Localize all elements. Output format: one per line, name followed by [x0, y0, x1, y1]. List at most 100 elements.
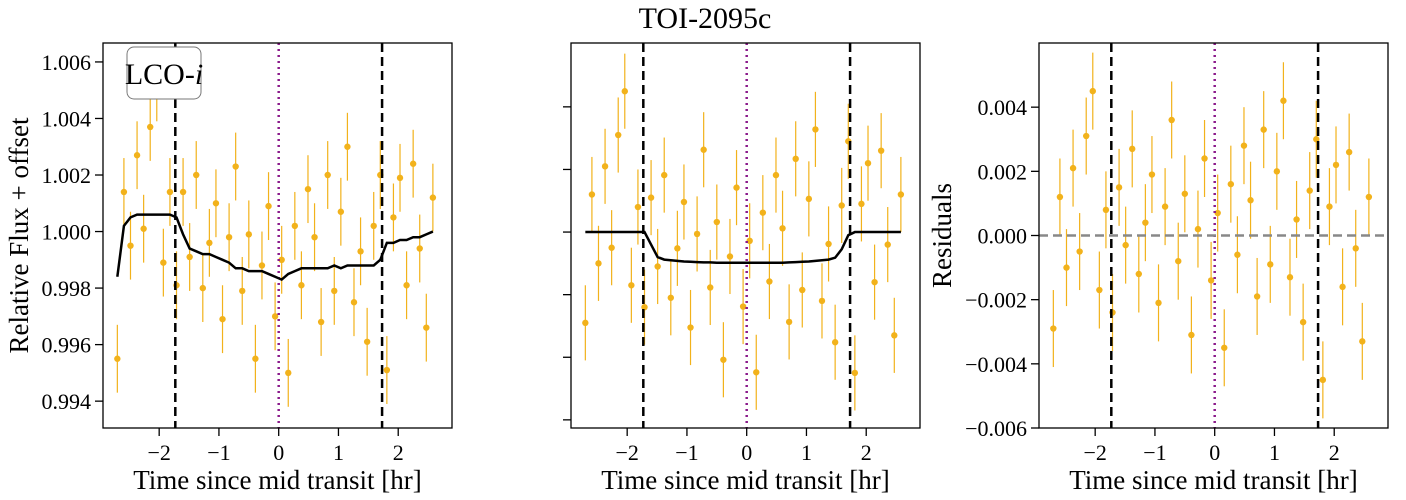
data-point [285, 369, 292, 377]
data-point [304, 185, 312, 193]
data-point [357, 248, 364, 255]
data-point [409, 160, 417, 167]
data-point [891, 332, 898, 339]
data-point [680, 198, 688, 206]
data-point [871, 278, 878, 286]
y-tick-label: 0.996 [42, 333, 92, 358]
data-point [720, 356, 727, 363]
data-point [1102, 206, 1110, 214]
data-point [1326, 203, 1333, 210]
data-point [864, 159, 872, 167]
data-point [147, 123, 154, 131]
data-point [647, 194, 655, 201]
x-tick-label: −2 [615, 440, 638, 465]
data-point [1161, 203, 1169, 210]
data-point [799, 286, 806, 294]
data-point [1313, 136, 1320, 143]
data-point [1194, 225, 1202, 233]
x-tick-label: −2 [1083, 440, 1106, 465]
data-point [114, 355, 121, 362]
data-point [608, 244, 615, 251]
data-point [1319, 376, 1327, 384]
data-point [1234, 251, 1241, 258]
y-tick-label: −0.006 [965, 416, 1027, 441]
data-point [766, 278, 773, 285]
data-point [1359, 338, 1366, 345]
data-point [160, 259, 167, 266]
data-point [258, 262, 266, 269]
data-point [1365, 193, 1373, 201]
plot-frame [102, 42, 453, 429]
data-point [344, 143, 351, 150]
data-point [1214, 209, 1221, 217]
x-tick-label: −1 [1143, 440, 1166, 465]
data-point [350, 299, 358, 306]
data-point [429, 194, 437, 201]
data-point [726, 253, 734, 260]
data-point [1122, 241, 1129, 249]
data-point [1135, 270, 1142, 278]
data-point [759, 209, 767, 216]
data-point [239, 287, 246, 295]
data-point [1221, 344, 1228, 351]
x-tick-label: −1 [207, 440, 230, 465]
data-point [1352, 245, 1359, 252]
data-point [252, 355, 259, 362]
data-point [1148, 171, 1156, 178]
data-point [396, 174, 404, 182]
x-tick-label: 0 [741, 440, 752, 465]
data-point [1115, 184, 1123, 191]
data-point [193, 171, 200, 179]
data-point [588, 191, 596, 198]
data-point [785, 318, 793, 326]
y-tick-label: 0.000 [978, 224, 1028, 249]
data-point [858, 200, 865, 208]
data-point [133, 152, 141, 159]
data-point [1260, 126, 1267, 133]
annotation-text: LCO- [125, 58, 195, 91]
data-point [1076, 248, 1083, 255]
data-point [772, 171, 780, 179]
data-point [337, 208, 345, 215]
data-point [693, 230, 701, 238]
y-tick-label: 1.006 [42, 50, 92, 75]
data-point [1293, 216, 1300, 223]
data-point [1280, 97, 1287, 104]
y-tick-label: 0.994 [42, 389, 92, 414]
data-point [818, 297, 826, 305]
data-point [403, 282, 410, 289]
x-axis-label: Time since mid transit [hr] [1069, 465, 1357, 495]
data-point [278, 256, 285, 264]
data-point [245, 231, 253, 238]
annotation-band: i [195, 58, 203, 91]
y-tick-label: 0.004 [978, 95, 1028, 120]
x-axis-label: Time since mid transit [hr] [601, 465, 889, 495]
data-point [667, 294, 674, 301]
data-point [1168, 116, 1175, 124]
data-point [265, 202, 272, 210]
data-point [416, 245, 423, 252]
x-tick-label: 0 [273, 440, 284, 465]
y-tick-label: 0.998 [42, 276, 92, 301]
model-line [585, 230, 901, 264]
panel: −2 −1 0 1 2 −0.006 −0.004 −0.002 0.000 0.002 0.004… [927, 42, 1389, 495]
data-point [1332, 161, 1340, 169]
data-point [1089, 87, 1096, 95]
data-point [199, 284, 206, 292]
data-point [687, 324, 694, 331]
data-point [753, 369, 760, 376]
data-point [601, 163, 609, 170]
data-point [812, 126, 819, 133]
data-point [1188, 331, 1195, 339]
data-point [674, 245, 681, 252]
data-point [311, 233, 318, 241]
data-point [1063, 264, 1070, 271]
data-point [166, 188, 174, 196]
data-point [1253, 293, 1261, 300]
data-point [1142, 219, 1149, 226]
x-tick-label: 2 [861, 440, 872, 465]
data-point [1247, 197, 1254, 204]
data-point [1227, 180, 1235, 188]
y-tick-label: 1.002 [42, 163, 92, 188]
